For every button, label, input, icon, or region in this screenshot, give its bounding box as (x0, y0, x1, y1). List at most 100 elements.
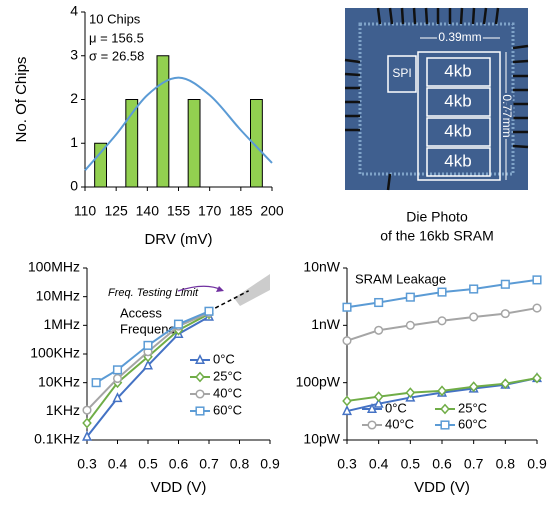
y-axis-label: No. Of Chips (13, 57, 30, 143)
y-tick-label: 2 (70, 90, 78, 106)
marker (532, 275, 542, 285)
marker (143, 340, 153, 350)
y-tick-label: 100pW (296, 373, 341, 389)
y-tick-label: 0 (70, 178, 78, 194)
x-tick-label: 0.3 (77, 456, 97, 472)
marker (437, 316, 447, 326)
legend-marker (195, 371, 205, 383)
width-label: 0.39mm (438, 30, 481, 44)
legend-marker (194, 354, 206, 365)
annotation: 10 Chips (89, 11, 141, 26)
x-axis-label: DRV (mV) (144, 231, 212, 248)
y-tick-label: 1KHz (46, 402, 80, 418)
sram-block (426, 87, 491, 117)
marker (342, 302, 352, 312)
marker (173, 319, 184, 329)
bar (187, 99, 201, 188)
y-tick-label: 10KHz (38, 373, 80, 389)
x-axis-label: VDD (V) (414, 479, 470, 496)
x-tick-label: 0.4 (369, 456, 389, 472)
marker (82, 417, 92, 429)
x-tick-label: 0.8 (230, 456, 250, 472)
die-photo: SPI 4kb 4kb 4kb 4kb 0.39mm 0.77mm (344, 7, 529, 191)
x-tick-label: 125 (104, 203, 128, 219)
x-tick-label: 0.5 (401, 456, 421, 472)
legend-label: 0°C (385, 400, 407, 415)
annotation: Access (120, 305, 162, 320)
marker (374, 297, 384, 308)
legend-marker (367, 420, 377, 430)
caption: of the 16kb SRAM (380, 228, 494, 244)
spi-block (387, 55, 417, 93)
marker (91, 378, 101, 388)
bond-wires (344, 7, 529, 191)
caption: Die Photo (406, 209, 468, 225)
legend-label: 25°C (213, 368, 242, 383)
marker (112, 373, 123, 384)
annotation: Freq. Testing Limit (108, 287, 199, 299)
pad-ring (358, 22, 515, 176)
y-tick-label: 0.1KHz (34, 431, 80, 447)
marker (500, 309, 510, 319)
marker (373, 391, 384, 403)
marker (373, 397, 384, 408)
x-tick-label: 140 (136, 203, 160, 219)
y-tick-label: 10MHz (36, 287, 80, 303)
annotation: μ = 156.5 (89, 30, 144, 45)
legend-label: 25°C (458, 400, 487, 415)
x-tick-label: 0.4 (108, 456, 128, 472)
x-tick-label: 0.9 (260, 456, 280, 472)
legend-marker (195, 406, 205, 416)
y-tick-label: 3 (70, 46, 78, 62)
y-tick-label: 100MHz (28, 259, 80, 275)
marker (112, 365, 123, 375)
legend-label: 40°C (213, 385, 242, 400)
marker (112, 392, 123, 403)
marker (82, 405, 92, 415)
sram-block (426, 57, 491, 87)
sram-outline (417, 51, 501, 181)
y-tick-label: 10pW (303, 431, 340, 447)
legend-label: 40°C (385, 416, 414, 431)
marker (405, 387, 416, 399)
marker (469, 284, 479, 294)
marker (437, 385, 447, 397)
legend-marker (440, 403, 450, 415)
marker (342, 395, 352, 407)
fit-curve (84, 76, 273, 172)
x-tick-label: 0.5 (138, 456, 158, 472)
marker (437, 287, 447, 297)
bar (94, 142, 108, 188)
x-tick-label: 170 (198, 203, 222, 219)
x-tick-label: 155 (167, 203, 191, 219)
x-tick-label: 110 (74, 203, 97, 219)
legend-label: 0°C (213, 351, 235, 366)
x-tick-label: 185 (229, 203, 253, 219)
x-tick-label: 0.7 (199, 456, 219, 472)
marker (469, 312, 479, 322)
block-label: 4kb (444, 61, 471, 80)
block-label: 4kb (444, 151, 471, 170)
legend-marker (366, 403, 378, 414)
block-label: SPI (392, 66, 411, 80)
legend-marker (195, 389, 205, 399)
bar (249, 99, 263, 188)
y-tick-label: 1 (70, 134, 78, 150)
legend-label: 60°C (213, 402, 242, 417)
x-tick-label: 0.3 (337, 456, 357, 472)
x-tick-label: 0.9 (527, 456, 547, 472)
x-tick-label: 0.6 (432, 456, 452, 472)
y-tick-label: 1MHz (43, 316, 80, 332)
x-tick-label: 0.8 (496, 456, 516, 472)
extrapolation-line (208, 290, 249, 312)
marker (342, 336, 352, 346)
block-label: 4kb (444, 121, 471, 140)
marker (532, 372, 542, 384)
x-axis-label: VDD (V) (151, 479, 207, 496)
marker (468, 381, 479, 393)
marker (81, 430, 93, 441)
y-tick-label: 1nW (311, 316, 341, 332)
annotation: σ = 26.58 (89, 48, 144, 63)
block-label: 4kb (444, 91, 471, 110)
marker (500, 378, 511, 390)
